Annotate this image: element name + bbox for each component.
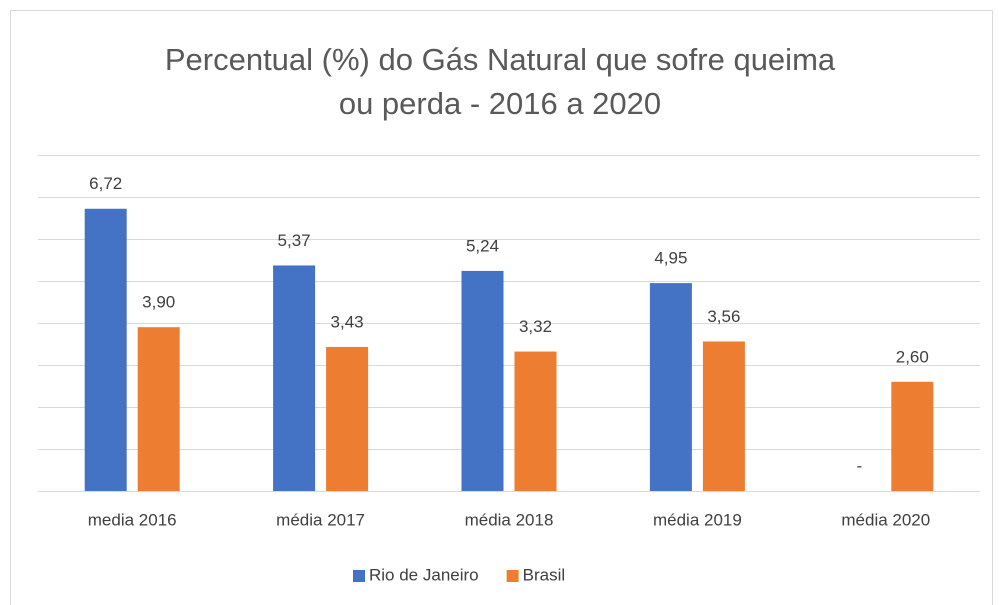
x-tick-label: média 2020 (841, 510, 930, 529)
data-label: 4,95 (654, 249, 687, 268)
x-tick-label: média 2018 (465, 510, 554, 529)
bar (461, 270, 504, 491)
bar (891, 381, 934, 491)
x-tick-label: média 2017 (276, 510, 365, 529)
bar (326, 346, 369, 491)
data-label: - (856, 456, 862, 475)
data-label: 3,90 (142, 293, 175, 312)
data-label: 3,32 (519, 317, 552, 336)
data-label: 3,56 (707, 307, 740, 326)
bar (514, 351, 557, 491)
x-tick-label: média 2019 (653, 510, 742, 529)
legend-label: Brasil (523, 565, 566, 584)
legend-swatch (506, 570, 519, 582)
x-tick-label: media 2016 (88, 510, 177, 529)
bar (84, 208, 127, 491)
data-label: 5,24 (466, 236, 499, 255)
legend-label: Rio de Janeiro (369, 565, 479, 584)
bar (273, 265, 316, 491)
data-label: 3,43 (331, 312, 364, 331)
bar (702, 341, 745, 491)
legend-swatch (353, 570, 365, 582)
bar (649, 283, 692, 491)
data-label: 5,37 (278, 231, 311, 250)
bar (137, 327, 180, 491)
data-label: 6,72 (89, 174, 122, 193)
chart-title: Percentual (%) do Gás Natural que sofre … (164, 42, 836, 121)
data-label: 2,60 (896, 347, 929, 366)
